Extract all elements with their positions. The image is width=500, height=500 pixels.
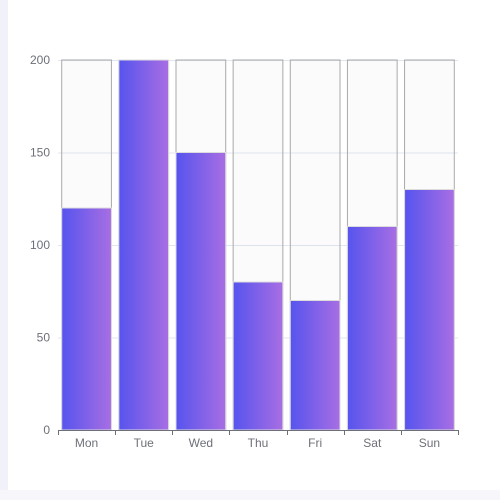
x-tick-label: Mon [75, 436, 98, 450]
x-tick-label: Sun [419, 436, 440, 450]
bar [118, 59, 170, 431]
x-tick-label: Fri [308, 436, 322, 450]
bar [232, 281, 284, 431]
bar [175, 152, 227, 431]
bar [404, 189, 455, 431]
bar [346, 226, 398, 431]
left-sidebar-strip [0, 0, 8, 500]
y-tick-label: 100 [30, 238, 50, 252]
y-tick-label: 200 [30, 53, 50, 67]
y-tick-label: 50 [37, 331, 51, 345]
bar [289, 300, 341, 431]
y-tick-label: 150 [30, 146, 50, 160]
y-tick-label: 0 [43, 423, 50, 437]
axes [58, 430, 459, 435]
x-tick-label: Tue [134, 436, 155, 450]
x-tick-label: Sat [363, 436, 382, 450]
bar [61, 207, 112, 431]
tick-labels: 0 50 100 150 200 Mon Tue Wed Thu Fri Sat Sun [30, 53, 440, 450]
x-tick-label: Thu [248, 436, 269, 450]
x-tick-label: Wed [189, 436, 213, 450]
bottom-strip [0, 490, 500, 500]
